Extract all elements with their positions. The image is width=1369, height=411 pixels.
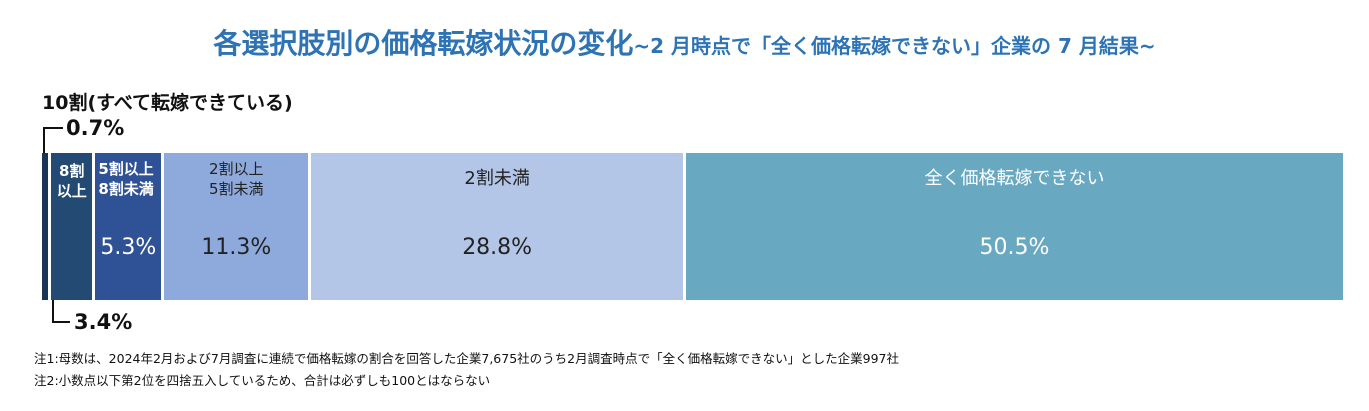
bar-segment: 5割以上 8割未満 5.3% xyxy=(95,153,162,300)
chart-subtitle: ~2 月時点で「全く価格転嫁できない」企業の 7 月結果~ xyxy=(633,34,1156,58)
chart-title: 各選択肢別の価格転嫁状況の変化 xyxy=(213,27,634,60)
segment-label: 2割以上 5割未満 xyxy=(209,160,264,198)
data-label: 11.3% xyxy=(201,235,272,260)
bar-segment: 8割 以上 xyxy=(51,153,93,300)
leader-line xyxy=(43,127,63,129)
title-block: 各選択肢別の価格転嫁状況の変化~2 月時点で「全く価格転嫁できない」企業の 7 … xyxy=(0,22,1369,62)
segment-label: 5割以上 8割未満 xyxy=(98,160,154,198)
data-label: 3.4% xyxy=(74,310,133,334)
data-label: 50.5% xyxy=(979,235,1050,260)
footnote: 注2:小数点以下第2位を四捨五入しているため、合計は必ずしも100とはならない xyxy=(34,373,491,388)
segment-label: 全く価格転嫁できない xyxy=(924,168,1105,189)
bar-segment: 2割以上 5割未満 11.3% xyxy=(164,153,309,300)
bar-segment: 全く価格転嫁できない 50.5% xyxy=(685,153,1343,300)
bar-segment: 2割未満 28.8% xyxy=(311,153,683,300)
leader-line xyxy=(52,300,54,322)
data-label: 0.7% xyxy=(66,116,125,140)
footnote: 注1:母数は、2024年2月および7月調査に連続で価格転嫁の割合を回答した企業7… xyxy=(34,351,899,366)
leader-line xyxy=(43,127,45,153)
segment-label: 2割未満 xyxy=(464,168,530,189)
legend-label: 10割(すべて転嫁できている) xyxy=(42,92,293,114)
bar-segment xyxy=(42,153,49,300)
data-label: 5.3% xyxy=(100,235,157,260)
data-label: 28.8% xyxy=(462,235,533,260)
leader-line xyxy=(52,321,70,323)
segment-label: 8割 以上 xyxy=(56,162,87,200)
